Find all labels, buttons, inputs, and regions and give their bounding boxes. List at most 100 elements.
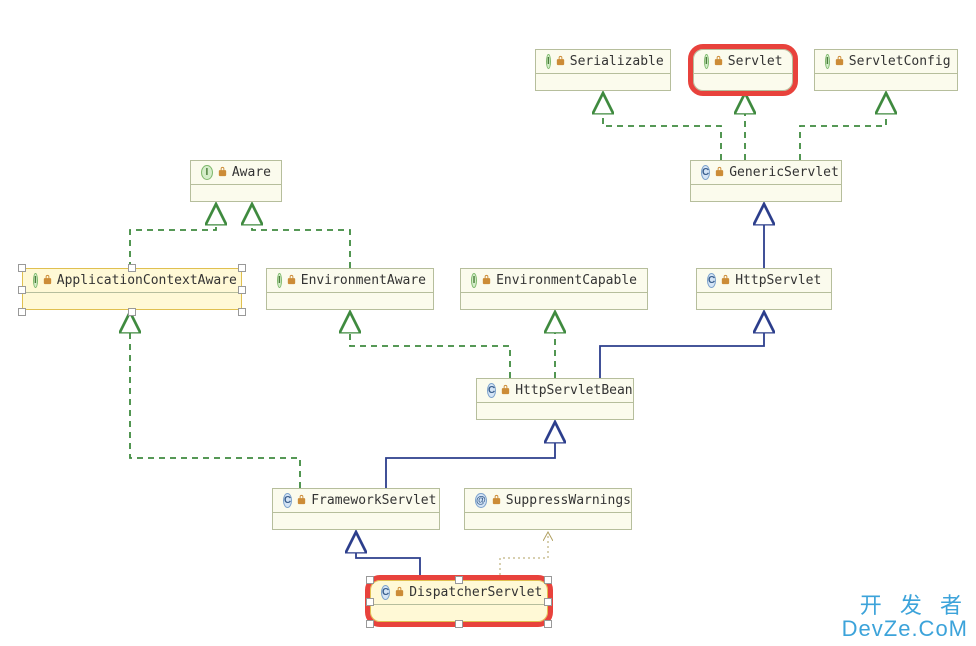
lock-icon <box>42 274 53 288</box>
watermark: 开 发 者 DevZe.CoM <box>842 594 968 640</box>
node-label: EnvironmentAware <box>301 273 426 288</box>
node-label: HttpServletBean <box>515 383 632 398</box>
edge-FrameworkServlet-to-ApplicationContextAware <box>130 312 300 488</box>
stereotype-icon: I <box>471 273 477 288</box>
node-body <box>697 293 831 309</box>
node-body <box>371 605 547 621</box>
node-label: SuppressWarnings <box>506 493 631 508</box>
resize-handle[interactable] <box>18 264 26 272</box>
resize-handle[interactable] <box>366 576 374 584</box>
resize-handle[interactable] <box>366 620 374 628</box>
resize-handle[interactable] <box>128 264 136 272</box>
class-node-DispatcherServlet[interactable]: C DispatcherServlet <box>370 580 548 622</box>
node-label: FrameworkServlet <box>311 493 436 508</box>
uml-class-diagram: ISerializableIServletIServletConfigIAwar… <box>0 0 976 646</box>
resize-handle[interactable] <box>238 308 246 316</box>
edge-FrameworkServlet-to-HttpServletBean <box>386 422 555 488</box>
lock-icon <box>394 586 405 600</box>
edge-DispatcherServlet-to-FrameworkServlet <box>356 532 420 580</box>
stereotype-icon: C <box>283 493 292 508</box>
stereotype-icon: I <box>277 273 282 288</box>
node-label: HttpServlet <box>735 273 821 288</box>
resize-handle[interactable] <box>544 620 552 628</box>
lock-icon <box>217 166 228 180</box>
node-body <box>694 74 792 90</box>
class-node-ApplicationContextAware[interactable]: I ApplicationContextAware <box>22 268 242 310</box>
edges-layer <box>0 0 976 646</box>
lock-icon <box>286 274 297 288</box>
stereotype-icon: I <box>33 273 38 288</box>
node-label: Aware <box>232 165 271 180</box>
node-header: C FrameworkServlet <box>273 489 439 513</box>
resize-handle[interactable] <box>18 286 26 294</box>
resize-handle[interactable] <box>455 620 463 628</box>
watermark-line1: 开 发 者 <box>842 594 968 617</box>
node-body <box>23 293 241 309</box>
class-node-ServletConfig[interactable]: IServletConfig <box>814 49 958 91</box>
stereotype-icon: C <box>381 585 390 600</box>
node-label: DispatcherServlet <box>409 585 542 600</box>
node-header: ISerializable <box>536 50 670 74</box>
edge-GenericServlet-to-ServletConfig <box>800 93 886 160</box>
edge-HttpServletBean-to-HttpServlet <box>600 312 764 378</box>
lock-icon <box>834 55 845 69</box>
stereotype-icon: I <box>201 165 213 180</box>
node-header: C GenericServlet <box>691 161 841 185</box>
class-node-EnvironmentCapable[interactable]: I EnvironmentCapable <box>460 268 648 310</box>
class-node-Servlet[interactable]: IServlet <box>693 49 793 91</box>
resize-handle[interactable] <box>455 576 463 584</box>
node-body <box>465 513 631 529</box>
stereotype-icon: C <box>487 383 496 398</box>
lock-icon <box>555 55 566 69</box>
node-label: ApplicationContextAware <box>57 273 237 288</box>
class-node-SuppressWarnings[interactable]: @SuppressWarnings <box>464 488 632 530</box>
edge-HttpServletBean-to-EnvironmentAware <box>350 312 510 378</box>
stereotype-icon: C <box>707 273 716 288</box>
node-header: C DispatcherServlet <box>371 581 547 605</box>
class-node-Serializable[interactable]: ISerializable <box>535 49 671 91</box>
node-body <box>536 74 670 90</box>
node-body <box>267 293 433 309</box>
edge-ApplicationContextAware-to-Aware <box>130 204 216 268</box>
lock-icon <box>720 274 731 288</box>
node-header: I EnvironmentAware <box>267 269 433 293</box>
node-header: IServlet <box>694 50 792 74</box>
node-header: I Aware <box>191 161 281 185</box>
lock-icon <box>714 166 725 180</box>
edge-EnvironmentAware-to-Aware <box>252 204 350 268</box>
stereotype-icon: I <box>704 54 709 69</box>
node-header: C HttpServlet <box>697 269 831 293</box>
node-label: EnvironmentCapable <box>496 273 637 288</box>
watermark-line2: DevZe.CoM <box>842 617 968 640</box>
resize-handle[interactable] <box>544 576 552 584</box>
stereotype-icon: C <box>701 165 710 180</box>
edge-GenericServlet-to-Serializable <box>603 93 721 160</box>
class-node-HttpServletBean[interactable]: C HttpServletBean <box>476 378 634 420</box>
node-body <box>273 513 439 529</box>
class-node-EnvironmentAware[interactable]: I EnvironmentAware <box>266 268 434 310</box>
lock-icon <box>713 55 724 69</box>
resize-handle[interactable] <box>238 264 246 272</box>
class-node-HttpServlet[interactable]: C HttpServlet <box>696 268 832 310</box>
lock-icon <box>500 384 511 398</box>
node-body <box>191 185 281 201</box>
node-header: C HttpServletBean <box>477 379 633 403</box>
resize-handle[interactable] <box>544 598 552 606</box>
lock-icon <box>296 494 307 508</box>
node-body <box>815 74 957 90</box>
node-body <box>691 185 841 201</box>
class-node-Aware[interactable]: I Aware <box>190 160 282 202</box>
node-body <box>461 293 647 309</box>
class-node-FrameworkServlet[interactable]: C FrameworkServlet <box>272 488 440 530</box>
node-label: GenericServlet <box>729 165 839 180</box>
resize-handle[interactable] <box>366 598 374 606</box>
resize-handle[interactable] <box>238 286 246 294</box>
class-node-GenericServlet[interactable]: C GenericServlet <box>690 160 842 202</box>
node-header: I ApplicationContextAware <box>23 269 241 293</box>
stereotype-icon: I <box>546 54 551 69</box>
lock-icon <box>491 494 502 508</box>
node-label: ServletConfig <box>849 54 951 69</box>
node-header: @SuppressWarnings <box>465 489 631 513</box>
resize-handle[interactable] <box>128 308 136 316</box>
resize-handle[interactable] <box>18 308 26 316</box>
